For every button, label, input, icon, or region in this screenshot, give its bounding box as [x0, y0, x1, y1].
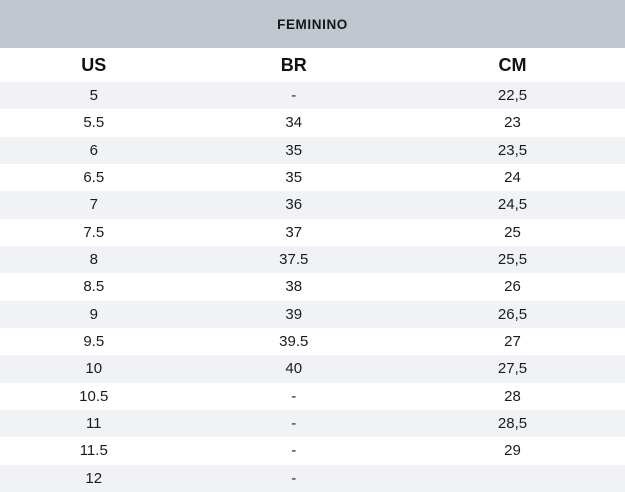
column-header-us: US	[81, 54, 107, 75]
cell-cm: 25,5	[497, 251, 528, 269]
cell-us: 12	[85, 469, 103, 487]
cell-br: 39	[285, 305, 303, 323]
cell-br: 40	[285, 360, 303, 378]
size-row: 9 39 26,5	[0, 300, 625, 328]
cell-cm: 29	[504, 442, 521, 460]
size-row: 8 37.5 25,5	[0, 246, 625, 274]
cell-us: 7	[89, 196, 98, 214]
cell-cm: 22,5	[497, 87, 528, 105]
cell-us: 6	[89, 141, 98, 159]
cell-us: 6.5	[83, 169, 105, 187]
column-header-br: BR	[280, 54, 307, 75]
cell-cm: 24	[504, 169, 521, 187]
size-row: 6 35 23,5	[0, 136, 625, 164]
cell-cm: 26,5	[497, 305, 528, 323]
size-row: 11 - 28,5	[0, 410, 625, 438]
size-row: 11.5 - 29	[0, 437, 625, 465]
table-title: FEMININO	[277, 16, 348, 32]
cell-br: 34	[285, 114, 303, 132]
cell-cm: 23,5	[497, 141, 528, 159]
cell-cm: 27,5	[497, 360, 528, 378]
size-row: 5.5 34 23	[0, 109, 625, 137]
table-title-band: FEMININO	[0, 0, 625, 48]
cell-us: 11	[85, 415, 102, 433]
cell-br: 39.5	[279, 333, 309, 351]
size-row: 9.5 39.5 27	[0, 328, 625, 356]
cell-cm: 26	[504, 278, 521, 296]
column-header-row: US BR CM	[0, 48, 625, 82]
cell-br: -	[291, 87, 297, 105]
size-row: 5 - 22,5	[0, 82, 625, 110]
cell-us: 10.5	[79, 387, 109, 405]
cell-us: 9.5	[83, 333, 105, 351]
cell-br: 37	[285, 223, 303, 241]
cell-br: -	[291, 415, 297, 433]
size-row: 10 40 27,5	[0, 355, 625, 383]
size-row: 12 -	[0, 464, 625, 492]
cell-cm: 28	[504, 387, 521, 405]
table-body: 5 - 22,5 5.5 34 23 6 35 23,5 6.5 35 24 7 36 24,5 7.5 37 2…	[0, 82, 625, 492]
cell-us: 5.5	[83, 114, 105, 132]
cell-us: 8.5	[83, 278, 105, 296]
cell-br: 35	[285, 141, 303, 159]
cell-us: 7.5	[83, 223, 105, 241]
cell-br: -	[291, 387, 297, 405]
cell-br: 35	[285, 169, 303, 187]
cell-us: 11.5	[79, 442, 108, 460]
cell-cm: 28,5	[497, 415, 528, 433]
cell-cm: 23	[504, 114, 521, 132]
size-row: 6.5 35 24	[0, 164, 625, 192]
cell-cm: 24,5	[497, 196, 528, 214]
cell-us: 8	[89, 251, 98, 269]
cell-us: 10	[85, 360, 103, 378]
cell-us: 9	[89, 305, 98, 323]
cell-br: 38	[285, 278, 303, 296]
cell-br: 36	[285, 196, 303, 214]
column-header-cm: CM	[498, 54, 527, 75]
cell-br: 37.5	[279, 251, 309, 269]
size-row: 10.5 - 28	[0, 382, 625, 410]
cell-br: -	[291, 469, 297, 487]
cell-cm: 27	[504, 333, 521, 351]
cell-us: 5	[89, 87, 98, 105]
size-row: 7 36 24,5	[0, 191, 625, 219]
size-row: 8.5 38 26	[0, 273, 625, 301]
size-row: 7.5 37 25	[0, 218, 625, 246]
cell-cm: 25	[504, 223, 521, 241]
cell-br: -	[291, 442, 297, 460]
